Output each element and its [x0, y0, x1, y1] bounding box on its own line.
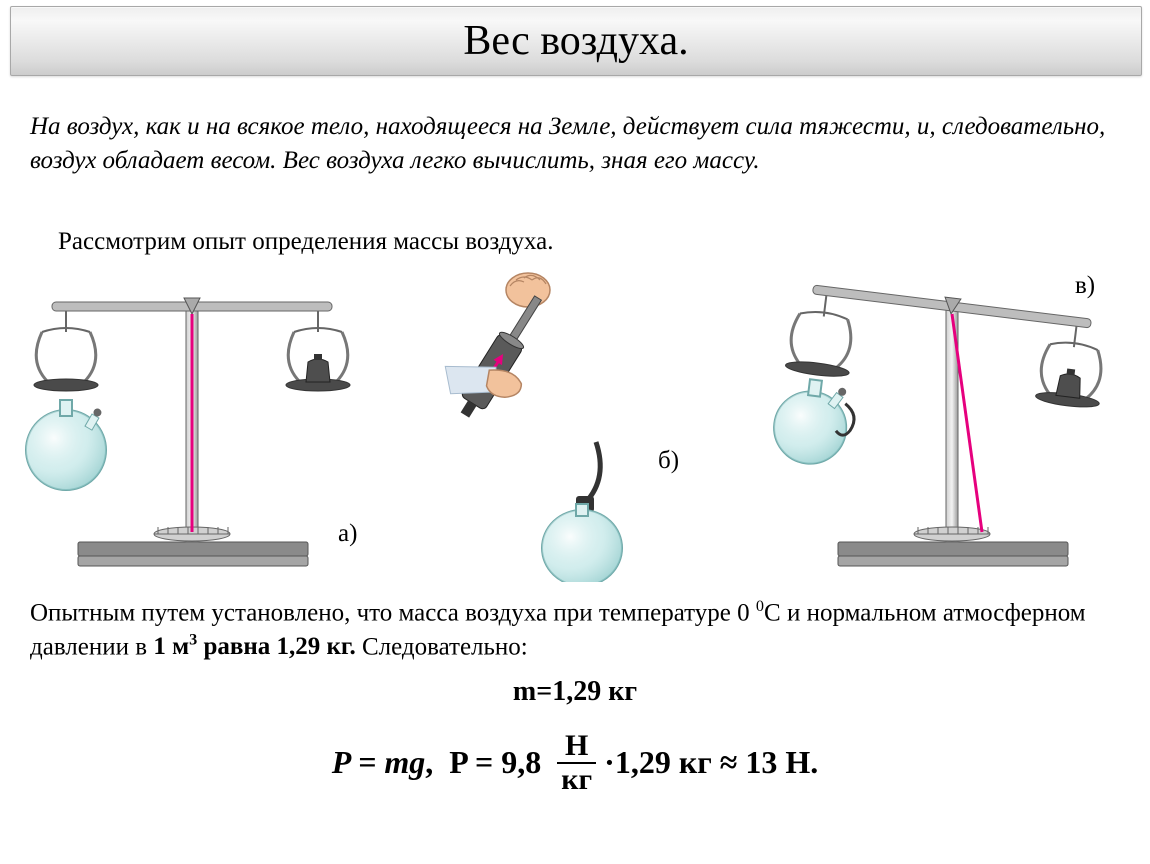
label-a: а)	[338, 520, 357, 548]
result-paragraph: Опытным путем установлено, что масса воз…	[30, 596, 1120, 664]
formula-p1: P = mg	[332, 744, 425, 781]
frac-den: кг	[553, 764, 600, 796]
formula-fraction: Н кг	[553, 730, 600, 795]
diagram-b	[441, 273, 622, 582]
diagram-a	[26, 298, 350, 566]
title-bar: Вес воздуха.	[10, 6, 1142, 76]
result-p1: Опытным путем установлено, что масса воз…	[30, 599, 756, 626]
result-degree: 0	[756, 597, 764, 615]
mass-line: m=1,29 кг	[0, 676, 1150, 708]
result-b1-sup: 3	[189, 631, 197, 649]
formula-p2a: , P = 9,8	[425, 744, 549, 781]
label-b: б)	[658, 447, 679, 475]
result-b2: равна 1,29 кг.	[197, 633, 356, 660]
result-unit: С	[764, 599, 781, 626]
consider-line: Рассмотрим опыт определения массы воздух…	[58, 228, 554, 256]
diagram-c	[770, 278, 1110, 566]
experiment-diagrams: а) б) в)	[18, 262, 1132, 582]
result-b1: 1 м	[153, 633, 189, 660]
label-v: в)	[1075, 272, 1095, 300]
intro-paragraph: На воздух, как и на всякое тело, находящ…	[30, 110, 1120, 178]
page-title: Вес воздуха.	[463, 17, 688, 65]
result-p3: Следовательно:	[356, 633, 528, 660]
formula-p2b: ·1,29 кг ≈ 13 Н.	[604, 744, 818, 781]
frac-num: Н	[557, 730, 596, 764]
formula-line: P = mg , P = 9,8 Н кг ·1,29 кг ≈ 13 Н.	[0, 730, 1150, 795]
